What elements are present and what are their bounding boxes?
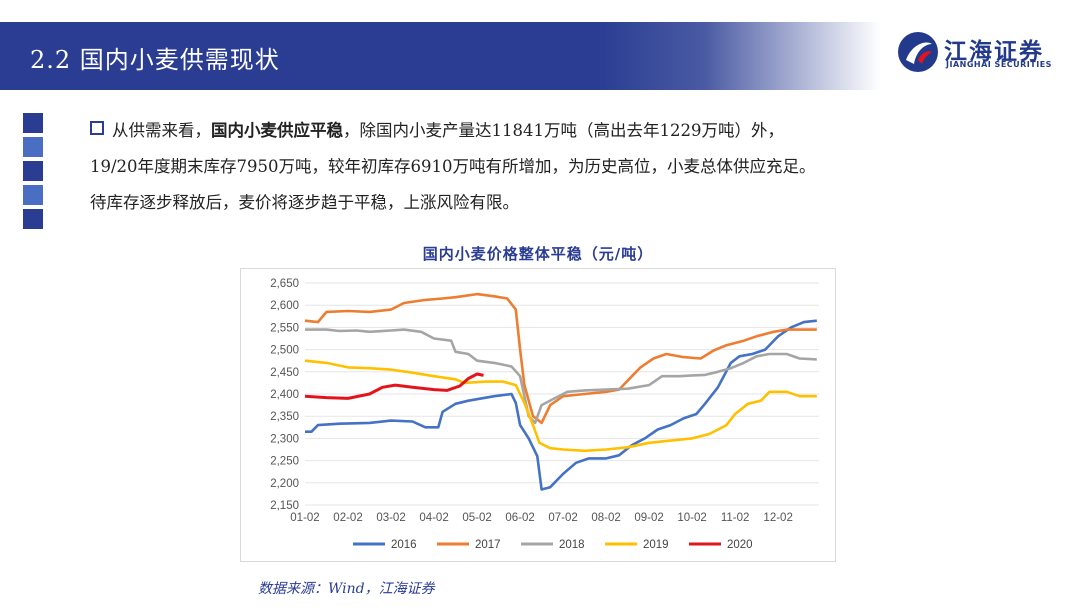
side-decoration (23, 113, 43, 233)
legend-label-2019: 2019 (643, 539, 669, 551)
y-tick-label: 2,300 (270, 433, 299, 445)
side-square (23, 161, 43, 181)
y-tick-label: 2,450 (270, 367, 299, 379)
x-tick-label: 02-02 (333, 512, 362, 524)
x-tick-label: 12-02 (763, 512, 792, 524)
header-bar (0, 22, 880, 90)
logo-name-cn: 江海证券 (944, 39, 1044, 65)
summary-line-2: 19/20年度期末库存7950万吨，较年初库存6910万吨有所增加，为历史高位，… (90, 157, 816, 176)
summary-paragraph: 从供需来看，国内小麦供应平稳，除国内小麦产量达11841万吨（高出去年1229万… (90, 113, 1060, 221)
y-tick-label: 2,150 (270, 500, 299, 512)
x-tick-label: 01-02 (290, 512, 319, 524)
series-line-2020 (304, 372, 484, 400)
legend-label-2016: 2016 (391, 539, 417, 551)
legend-label-2017: 2017 (475, 539, 501, 551)
y-tick-label: 2,350 (270, 411, 299, 423)
logo-mark-icon (898, 32, 938, 72)
x-tick-label: 09-02 (634, 512, 663, 524)
line1-prefix: 从供需来看， (112, 121, 211, 140)
y-tick-label: 2,550 (270, 322, 299, 334)
chart-container: 2,150 2,200 2,250 2,300 2,350 2,400 2,450 2,500… (240, 268, 836, 562)
x-tick-label: 07-02 (548, 512, 577, 524)
side-square (23, 137, 43, 157)
y-tick-label: 2,500 (270, 345, 299, 357)
bullet-box-icon (90, 121, 104, 135)
x-tick-label: 03-02 (376, 512, 405, 524)
x-tick-label: 06-02 (505, 512, 534, 524)
summary-line-3: 待库存逐步释放后，麦价将逐步趋于平稳，上涨风险有限。 (90, 193, 519, 212)
series-line-2018 (305, 328, 817, 425)
summary-line-1: 从供需来看，国内小麦供应平稳，除国内小麦产量达11841万吨（高出去年1229万… (90, 113, 1060, 149)
legend-label-2020: 2020 (727, 539, 753, 551)
side-square (23, 185, 43, 205)
x-tick-label: 04-02 (419, 512, 448, 524)
y-tick-label: 2,200 (270, 478, 299, 490)
x-tick-label: 10-02 (677, 512, 706, 524)
company-logo: 江海证券 JIANGHAI SECURITIES (896, 30, 1066, 74)
x-tick-label: 05-02 (462, 512, 491, 524)
x-tick-label: 11-02 (721, 512, 750, 524)
line1-bold: 国内小麦供应平稳 (211, 121, 343, 140)
line1-suffix: ，除国内小麦产量达11841万吨（高出去年1229万吨）外， (343, 121, 784, 140)
chart-title: 国内小麦价格整体平稳（元/吨） (422, 245, 654, 263)
y-tick-label: 2,250 (270, 456, 299, 468)
data-source: 数据来源：Wind，江海证券 (258, 581, 435, 597)
series-line-2016 (305, 319, 817, 491)
y-tick-label: 2,400 (270, 389, 299, 401)
page-title: 2.2 国内小麦供需现状 (30, 46, 280, 74)
x-tick-label: 08-02 (591, 512, 620, 524)
y-tick-label: 2,600 (270, 300, 299, 312)
series-line-2019 (304, 359, 817, 453)
price-line-chart: 2,150 2,200 2,250 2,300 2,350 2,400 2,450 2,500… (270, 278, 819, 551)
logo-name-en: JIANGHAI SECURITIES (946, 60, 1052, 69)
side-square (23, 209, 43, 229)
series-line-2017 (304, 292, 817, 425)
y-tick-label: 2,650 (270, 278, 299, 290)
side-square (23, 113, 43, 133)
legend-label-2018: 2018 (559, 539, 585, 551)
